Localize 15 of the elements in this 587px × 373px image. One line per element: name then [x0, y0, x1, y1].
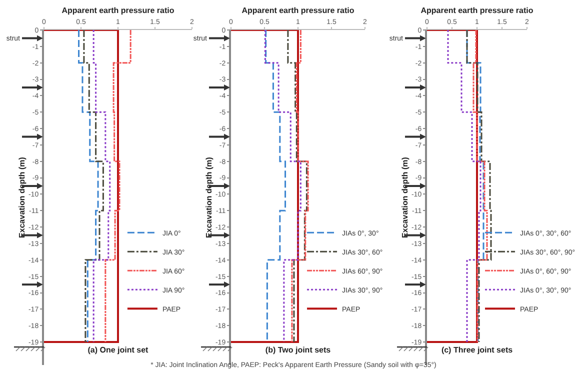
line-series — [78, 30, 99, 343]
x-axis-title: Apparent earth pressure ratio — [420, 6, 534, 15]
line-series — [83, 30, 104, 343]
text: (b) Two joint sets — [265, 346, 332, 355]
x-axis-title: Apparent earth pressure ratio — [242, 6, 354, 15]
text: (c) Three joint sets — [441, 346, 514, 355]
line-series — [92, 30, 111, 343]
x-axis-title: Apparent earth pressure ratio — [62, 6, 174, 15]
line-series — [287, 30, 308, 343]
line-series — [447, 30, 482, 343]
line-series — [104, 30, 132, 343]
line-series — [472, 30, 488, 343]
text: (a) One joint set — [88, 346, 149, 355]
line-series — [264, 30, 302, 343]
line-series — [291, 30, 309, 343]
